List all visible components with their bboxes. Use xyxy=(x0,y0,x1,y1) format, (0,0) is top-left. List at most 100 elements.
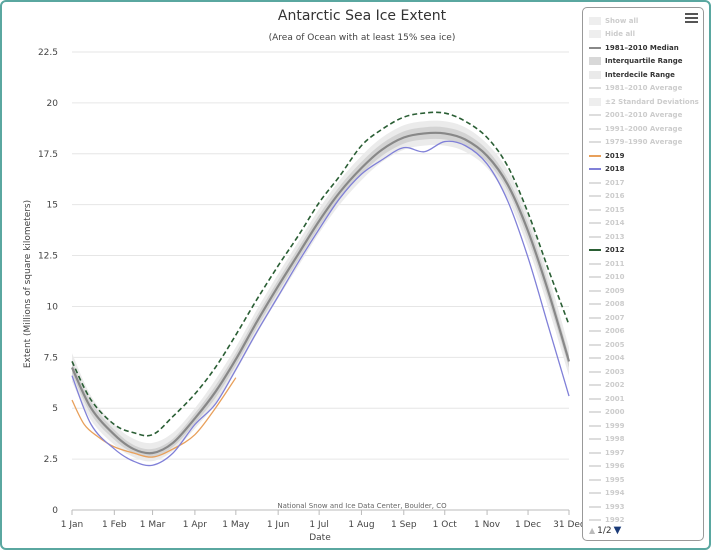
y-tick-label: 2.5 xyxy=(44,455,58,465)
legend-item[interactable]: 2005 xyxy=(589,338,701,352)
legend-item[interactable]: 2000 xyxy=(589,406,701,420)
series-line-2019 xyxy=(71,377,237,458)
legend-item[interactable]: 2018 xyxy=(589,163,701,177)
legend-item[interactable]: 2013 xyxy=(589,230,701,244)
legend-swatch-line xyxy=(589,354,601,362)
legend-item-label: Interdecile Range xyxy=(605,70,675,79)
legend-swatch-line xyxy=(589,165,601,173)
legend-item-label: 2016 xyxy=(605,192,625,201)
x-tick-label: 1 May xyxy=(222,520,250,530)
legend-item[interactable]: 2015 xyxy=(589,203,701,217)
x-tick-label: 31 Dec xyxy=(553,520,585,530)
legend-item-label: ±2 Standard Deviations xyxy=(605,97,699,106)
hamburger-menu-icon[interactable] xyxy=(685,13,698,25)
legend-item[interactable]: 1999 xyxy=(589,419,701,433)
legend-swatch-line xyxy=(589,368,601,376)
legend-item[interactable]: 1992 xyxy=(589,514,701,528)
legend-item[interactable]: 2002 xyxy=(589,379,701,393)
legend-item[interactable]: 2001–2010 Average xyxy=(589,109,701,123)
x-tick-label: 1 Apr xyxy=(183,520,207,530)
legend-item[interactable]: 1997 xyxy=(589,446,701,460)
legend-item-label: 2012 xyxy=(605,246,625,255)
x-tick-label: 1 Dec xyxy=(515,520,541,530)
legend-item-label: 2010 xyxy=(605,273,625,282)
legend-swatch-line xyxy=(589,503,601,511)
legend-item[interactable]: 2007 xyxy=(589,311,701,325)
legend-item[interactable]: ±2 Standard Deviations xyxy=(589,95,701,109)
legend-item[interactable]: 2003 xyxy=(589,365,701,379)
legend-item-label: 2001 xyxy=(605,394,625,403)
legend-swatch-line xyxy=(589,395,601,403)
grid-lines xyxy=(72,51,569,511)
legend-swatch-line xyxy=(589,179,601,187)
x-axis-label: Date xyxy=(309,533,331,543)
legend-item-label: 1995 xyxy=(605,475,625,484)
legend-swatch-line xyxy=(589,314,601,322)
legend-item-label: 2009 xyxy=(605,286,625,295)
legend-item[interactable]: 1981–2010 Median xyxy=(589,41,701,55)
legend-item-label: 2003 xyxy=(605,367,625,376)
legend-item-label: 2018 xyxy=(605,165,625,174)
y-axis-ticks: 0 2.5 5 7.5 10 12.5 15 17.5 20 22.5 xyxy=(38,48,58,516)
interdecile-range-band xyxy=(72,120,569,462)
legend-swatch-line xyxy=(589,219,601,227)
x-tick-label: 1 Mar xyxy=(140,520,166,530)
legend-swatch-line xyxy=(589,44,601,52)
legend-item[interactable]: Interdecile Range xyxy=(589,68,701,82)
series-line-2012 xyxy=(71,111,570,437)
chart-subtitle: (Area of Ocean with at least 15% sea ice… xyxy=(269,33,456,43)
legend-pager: ▲ 1/2 ▼ xyxy=(589,525,621,536)
legend-item[interactable]: 2008 xyxy=(589,298,701,312)
legend-item[interactable]: 1998 xyxy=(589,433,701,447)
legend-item[interactable]: 2019 xyxy=(589,149,701,163)
legend-swatch-line xyxy=(589,192,601,200)
legend-item[interactable]: 2009 xyxy=(589,284,701,298)
legend-item[interactable]: 1979–1990 Average xyxy=(589,136,701,150)
legend-item[interactable]: Hide all xyxy=(589,28,701,42)
legend-item[interactable]: 1993 xyxy=(589,500,701,514)
legend-item[interactable]: 2011 xyxy=(589,257,701,271)
legend-item-label: 2015 xyxy=(605,205,625,214)
legend-item[interactable]: 2012 xyxy=(589,244,701,258)
y-tick-label: 12.5 xyxy=(38,252,58,262)
legend-item[interactable]: 1994 xyxy=(589,487,701,501)
legend-item-label: 2017 xyxy=(605,178,625,187)
x-tick-label: 1 Jul xyxy=(309,520,328,530)
y-tick-label: 7.5 xyxy=(44,353,58,363)
legend-item-label: 1993 xyxy=(605,502,625,511)
legend-item-label: 1981–2010 Median xyxy=(605,43,679,52)
triangle-down-icon[interactable]: ▼ xyxy=(613,525,622,536)
legend-item[interactable]: 1991–2000 Average xyxy=(589,122,701,136)
legend-item-label: 1994 xyxy=(605,489,625,498)
legend-item-label: 2007 xyxy=(605,313,625,322)
legend-item-label: 2013 xyxy=(605,232,625,241)
legend-item-label: 2005 xyxy=(605,340,625,349)
legend-item[interactable]: 2006 xyxy=(589,325,701,339)
legend-item[interactable]: 1981–2010 Average xyxy=(589,82,701,96)
legend-item[interactable]: 1995 xyxy=(589,473,701,487)
legend-item[interactable]: 2004 xyxy=(589,352,701,366)
legend-item[interactable]: 2010 xyxy=(589,271,701,285)
legend-item[interactable]: 2014 xyxy=(589,217,701,231)
legend-item-label: 2011 xyxy=(605,259,625,268)
legend-item-label: 2000 xyxy=(605,408,625,417)
x-tick-label: 1 Feb xyxy=(102,520,127,530)
legend-item-label: 1981–2010 Average xyxy=(605,84,683,93)
y-tick-label: 5 xyxy=(52,404,58,414)
legend-item[interactable]: 2017 xyxy=(589,176,701,190)
legend-swatch-line xyxy=(589,138,601,146)
legend-swatch-line xyxy=(589,381,601,389)
legend-item[interactable]: 1996 xyxy=(589,460,701,474)
legend-item-label: Interquartile Range xyxy=(605,57,683,66)
legend-item[interactable]: Interquartile Range xyxy=(589,55,701,69)
legend-swatch-line xyxy=(589,84,601,92)
triangle-up-icon[interactable]: ▲ xyxy=(589,526,596,535)
x-tick-label: 1 Aug xyxy=(348,520,374,530)
legend-item[interactable]: 2001 xyxy=(589,392,701,406)
legend-item[interactable]: 2016 xyxy=(589,190,701,204)
range-bands xyxy=(72,120,569,462)
legend-swatch-line xyxy=(589,489,601,497)
legend-item[interactable]: Show all xyxy=(589,14,701,28)
y-tick-label: 22.5 xyxy=(38,48,58,58)
